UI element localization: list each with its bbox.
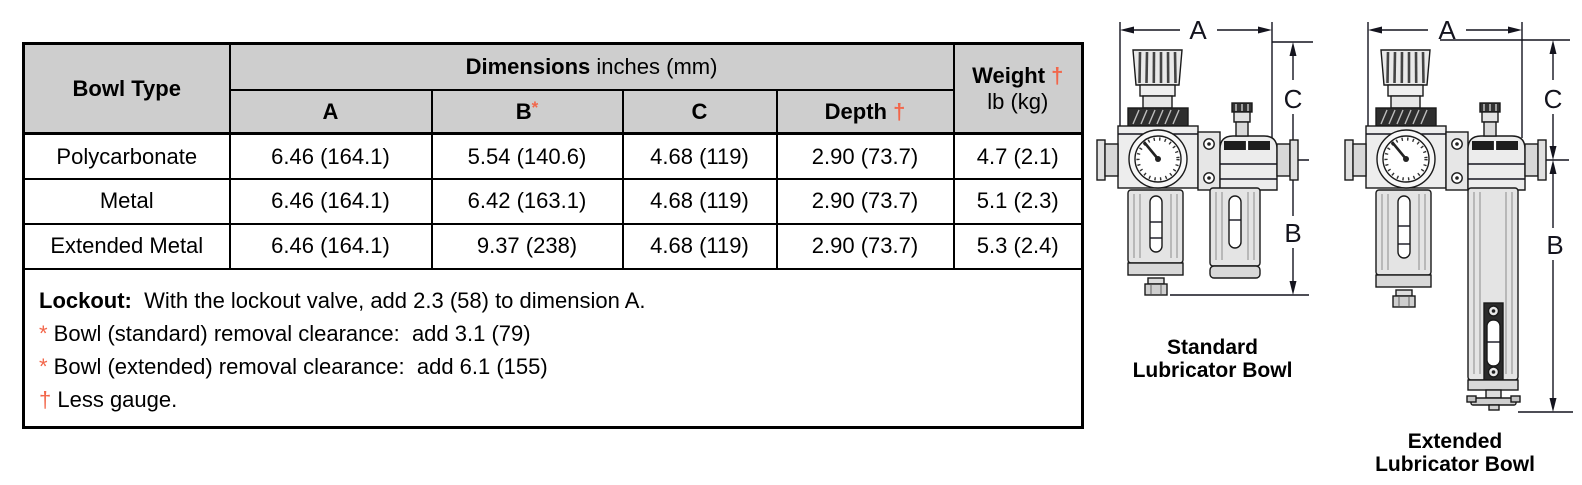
dim-label-a: A (1438, 15, 1456, 45)
filter-bowl (1375, 189, 1432, 308)
dimensions-table: Bowl Type Dimensions inches (mm) Weight … (22, 42, 1085, 429)
dagger-mark: † (39, 386, 52, 412)
note-less-gauge: † Less gauge. (39, 386, 178, 412)
col-header-b: B* (430, 88, 624, 135)
cell-bowl-type: Polycarbonate (22, 132, 231, 180)
lubricator-bowl-standard (1209, 187, 1261, 279)
extended-bowl-caption: Extended Lubricator Bowl (1375, 430, 1535, 477)
right-port-flange (1289, 139, 1299, 181)
dim-label-a: A (1189, 15, 1207, 45)
dim-label-c: C (1544, 84, 1563, 114)
regulator-knob (1380, 49, 1431, 86)
dimensions-label-bold: Dimensions (465, 54, 591, 80)
asterisk-mark: * (39, 320, 48, 346)
fill-cap (1479, 102, 1501, 137)
filter-bowl (1127, 189, 1184, 296)
note-lockout: Lockout: With the lockout valve, add 2.3… (39, 284, 1067, 317)
standard-bowl-diagram: A C B (1096, 15, 1313, 296)
left-port-flange (1344, 139, 1354, 181)
cell-bowl-type: Metal (22, 177, 231, 225)
weight-label: Weight (972, 63, 1052, 89)
cell-weight: 4.7 (2.1) (952, 132, 1084, 180)
bonnet-threads (1375, 107, 1437, 127)
cell-c: 4.68 (119) (621, 132, 778, 180)
cell-depth: 2.90 (73.7) (775, 132, 955, 180)
body-clamp (1197, 131, 1221, 191)
cell-b: 9.37 (238) (430, 222, 624, 270)
cell-a: 6.46 (164.1) (228, 222, 433, 270)
cell-bowl-type: Extended Metal (22, 222, 231, 270)
cell-depth: 2.90 (73.7) (775, 222, 955, 270)
fill-cap (1231, 102, 1253, 137)
table-row: Extended Metal 6.46 (164.1) 9.37 (238) 4… (22, 222, 1084, 270)
cell-b: 6.42 (163.1) (430, 177, 624, 225)
drain-valve (1466, 389, 1521, 411)
dim-label-c: C (1284, 84, 1303, 114)
pressure-gauge (1376, 129, 1436, 189)
dimensions-label-units: inches (mm) (590, 54, 718, 80)
note-extended-clearance: * Bowl (extended) removal clearance: add… (39, 353, 548, 379)
col-header-dimensions: Dimensions inches (mm) (228, 42, 955, 91)
lubricator-head (1219, 135, 1278, 191)
cell-c: 4.68 (119) (621, 222, 778, 270)
col-header-c: C (621, 88, 778, 135)
lockout-text: With the lockout valve, add 2.3 (58) to … (131, 287, 646, 313)
regulator-knob (1132, 49, 1183, 86)
bonnet-threads (1127, 107, 1189, 127)
cell-b: 5.54 (140.6) (430, 132, 624, 180)
cell-c: 4.68 (119) (621, 177, 778, 225)
dim-label-b: B (1546, 230, 1563, 260)
footnotes-block: Lockout: With the lockout valve, add 2.3… (22, 267, 1084, 428)
cell-a: 6.46 (164.1) (228, 177, 433, 225)
asterisk-mark: * (39, 353, 48, 379)
col-header-bowl-type: Bowl Type (22, 42, 231, 135)
dim-label-b: B (1284, 218, 1301, 248)
table-row: Polycarbonate 6.46 (164.1) 5.54 (140.6) … (22, 132, 1084, 180)
col-header-depth: Depth † (775, 88, 955, 135)
pressure-gauge (1128, 129, 1188, 189)
table-row: Metal 6.46 (164.1) 6.42 (163.1) 4.68 (11… (22, 177, 1084, 225)
standard-bowl-caption: Standard Lubricator Bowl (1132, 336, 1293, 383)
weight-units-label: lb (kg) (987, 88, 1049, 114)
extended-bowl-diagram: A C B (1344, 15, 1573, 413)
cell-a: 6.46 (164.1) (228, 132, 433, 180)
right-port-flange (1537, 139, 1547, 181)
cell-weight: 5.1 (2.3) (952, 177, 1084, 225)
left-port-flange (1096, 139, 1106, 181)
cell-depth: 2.90 (73.7) (775, 177, 955, 225)
col-header-a: A (228, 88, 433, 135)
lubricator-bowl-extended (1466, 187, 1521, 411)
body-clamp (1445, 131, 1469, 191)
lockout-label: Lockout: (39, 287, 132, 313)
bowl-type-label: Bowl Type (72, 75, 181, 101)
cell-weight: 5.3 (2.4) (952, 222, 1084, 270)
sight-gauge (1483, 302, 1504, 381)
lubricator-head (1467, 135, 1526, 191)
depth-dagger-mark: † (893, 98, 906, 124)
col-header-weight: Weight † lb (kg) (952, 42, 1084, 135)
weight-dagger-mark: † (1051, 63, 1064, 89)
b-asterisk-mark: * (531, 97, 539, 117)
note-standard-clearance: * Bowl (standard) removal clearance: add… (39, 320, 531, 346)
